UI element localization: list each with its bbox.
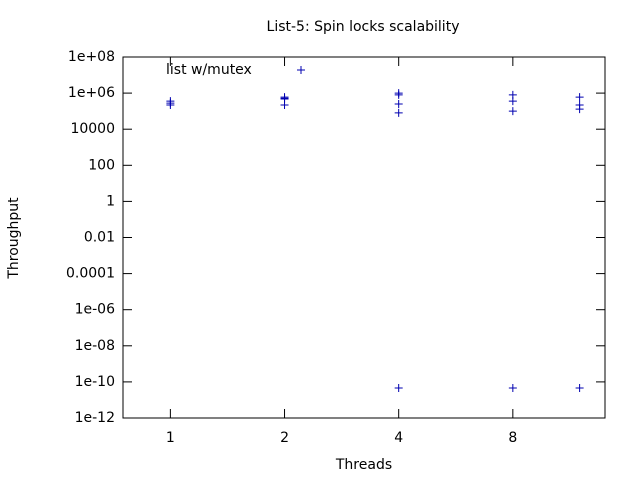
x-tick-label: 4 [394,430,403,446]
x-tick-label: 8 [508,430,517,446]
legend-label: list w/mutex [166,62,252,78]
y-tick-label: 1e-12 [75,410,115,426]
y-tick-label: 0.01 [84,230,115,246]
y-tick-label: 0.0001 [66,266,115,282]
data-point [508,107,517,116]
x-axis-label: Threads [335,457,392,473]
y-tick-label: 1e-10 [75,374,115,390]
y-tick-label: 100 [88,157,115,173]
legend-marker [297,66,305,74]
y-tick-label: 1e+06 [68,85,115,101]
chart-title: List-5: Spin locks scalability [267,19,460,35]
data-point [166,100,175,109]
y-tick-label: 1e-08 [75,338,115,354]
data-point [394,99,403,108]
data-point [575,105,584,114]
data-point [394,90,403,99]
y-tick-label: 1e-06 [75,302,115,318]
x-tick-label: 1 [166,430,175,446]
data-point [508,383,517,392]
data-point [575,383,584,392]
data-point [394,383,403,392]
y-tick-label: 1e+08 [68,49,115,65]
data-point [280,100,289,109]
y-tick-label: 10000 [70,121,115,137]
data-point [575,93,584,102]
y-tick-label: 1 [106,193,115,209]
data-point [394,108,403,117]
x-tick-label: 2 [280,430,289,446]
plot-frame [122,56,606,419]
y-axis-label: Throughput [6,197,22,280]
data-point [508,97,517,106]
